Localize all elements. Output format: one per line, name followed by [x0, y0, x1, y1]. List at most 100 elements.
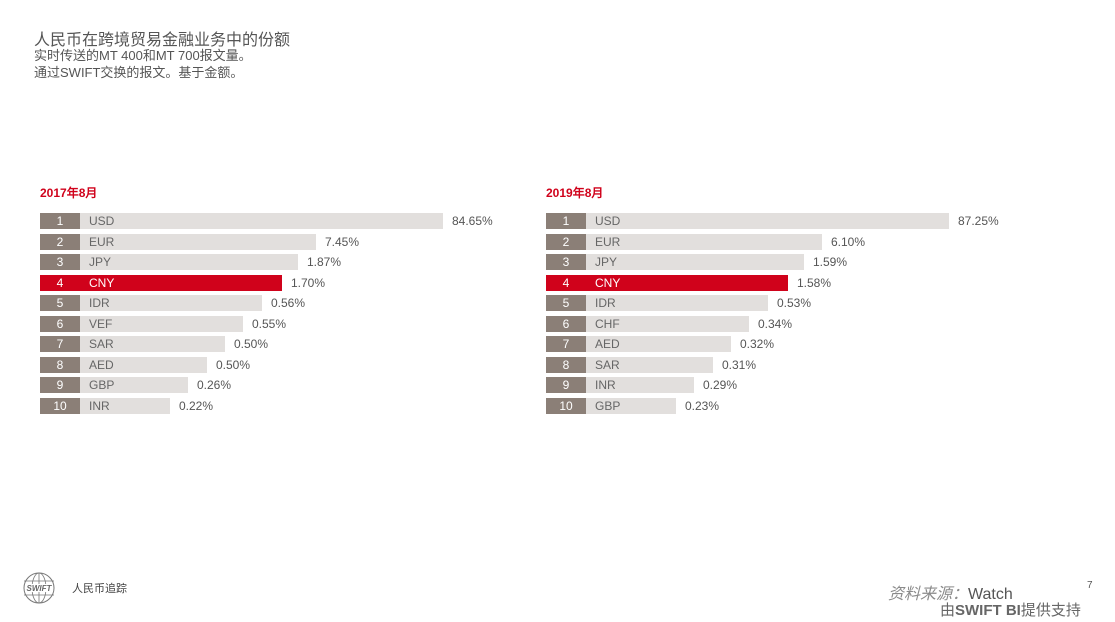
powered-by: 由SWIFT BI提供支持 [940, 599, 1081, 620]
ranking-row: 8 SAR 0.31% [546, 356, 1046, 373]
page-number: 7 [1087, 580, 1093, 591]
share-value: 1.58% [797, 275, 832, 290]
ranking-row: 9 INR 0.29% [546, 377, 1046, 393]
share-value: 1.87% [307, 255, 342, 269]
bar [80, 397, 170, 414]
rank: 5 [546, 295, 586, 311]
currency: CNY [595, 275, 621, 290]
rank: 3 [40, 254, 80, 270]
rank: 8 [40, 356, 80, 373]
ranking-row: 3 JPY 1.87% [40, 254, 540, 270]
share-value: 0.50% [234, 337, 269, 351]
rank: 2 [546, 233, 586, 250]
currency: IDR [89, 296, 110, 310]
share-value: 0.26% [197, 378, 232, 392]
bar [80, 315, 243, 332]
bar [586, 274, 788, 291]
panel-title: 2017年8月 [40, 186, 98, 200]
share-value: 1.59% [813, 255, 848, 269]
rank: 9 [40, 377, 80, 393]
subtitle: 实时传送的MT 400和MT 700报文量。 [34, 48, 252, 63]
share-value: 0.34% [758, 316, 793, 331]
currency: GBP [89, 378, 115, 392]
currency: INR [89, 398, 110, 413]
rank: 6 [546, 315, 586, 332]
panel-title: 2019年8月 [546, 186, 604, 200]
ranking-row: 2 EUR 6.10% [546, 233, 1046, 250]
bar [586, 397, 676, 414]
share-value: 0.32% [740, 337, 775, 351]
currency: VEF [89, 316, 113, 331]
powered-post: 提供支持 [1020, 602, 1081, 619]
rank: 3 [546, 254, 586, 270]
ranking-row: 2 EUR 7.45% [40, 233, 540, 250]
source-name: Watch [968, 586, 1013, 603]
title: 人民币在跨境贸易金融业务中的份额 [34, 32, 291, 49]
ranking-row: 4 CNY 1.70% [40, 274, 540, 291]
rank: 1 [40, 213, 80, 229]
share-value: 1.70% [291, 275, 326, 290]
currency: AED [89, 357, 114, 372]
ranking-row: 7 SAR 0.50% [40, 336, 540, 352]
bar [586, 377, 694, 393]
bar [586, 315, 749, 332]
rank: 7 [40, 336, 80, 352]
share-value: 6.10% [831, 234, 866, 249]
rank: 1 [546, 213, 586, 229]
share-value: 0.55% [252, 316, 287, 331]
share-value: 0.23% [685, 398, 720, 413]
rank: 4 [40, 274, 80, 291]
share-value: 0.29% [703, 378, 738, 392]
rank: 10 [40, 397, 80, 414]
rank: 4 [546, 274, 586, 291]
ranking-row: 10 GBP 0.23% [546, 397, 1046, 414]
bar [586, 254, 804, 270]
bar [586, 295, 768, 311]
ranking-row: 5 IDR 0.56% [40, 295, 540, 311]
source: 资料来源：Watch [888, 580, 1013, 604]
ranking-row: 6 VEF 0.55% [40, 315, 540, 332]
ranking-row: 10 INR 0.22% [40, 397, 540, 414]
powered-brand: SWIFT BI [955, 602, 1021, 619]
currency: USD [89, 214, 115, 228]
currency: SAR [595, 357, 620, 372]
rank: 5 [40, 295, 80, 311]
currency: AED [595, 337, 620, 351]
rank: 9 [546, 377, 586, 393]
bar [80, 295, 262, 311]
rank: 6 [40, 315, 80, 332]
currency: EUR [89, 234, 115, 249]
share-value: 87.25% [958, 214, 999, 228]
ranking-row: 6 CHF 0.34% [546, 315, 1046, 332]
rank: 8 [546, 356, 586, 373]
currency: IDR [595, 296, 616, 310]
bar [80, 356, 207, 373]
bar [80, 336, 225, 352]
rank: 2 [40, 233, 80, 250]
logo-text: SWIFT [27, 584, 53, 593]
bar [586, 336, 731, 352]
share-value: 0.50% [216, 357, 251, 372]
bar [586, 213, 949, 229]
ranking-row: 1 USD 84.65% [40, 213, 540, 229]
currency: CNY [89, 275, 115, 290]
bar [80, 213, 443, 229]
share-value: 0.31% [722, 357, 757, 372]
subtitle: 通过SWIFT交换的报文。基于金额。 [34, 65, 244, 80]
rank: 7 [546, 336, 586, 352]
source-label: 资料来源： [888, 586, 969, 603]
bar [80, 377, 188, 393]
currency: JPY [89, 255, 112, 269]
ranking-row: 4 CNY 1.58% [546, 274, 1046, 291]
bar [586, 233, 822, 250]
swift-logo: SWIFT [23, 572, 55, 604]
bar [80, 254, 298, 270]
ranking-row: 5 IDR 0.53% [546, 295, 1046, 311]
ranking-row: 8 AED 0.50% [40, 356, 540, 373]
ranking-row: 9 GBP 0.26% [40, 377, 540, 393]
ranking-row: 1 USD 87.25% [546, 213, 1046, 229]
footer-label: 人民币追踪 [72, 583, 127, 595]
currency: JPY [595, 255, 618, 269]
